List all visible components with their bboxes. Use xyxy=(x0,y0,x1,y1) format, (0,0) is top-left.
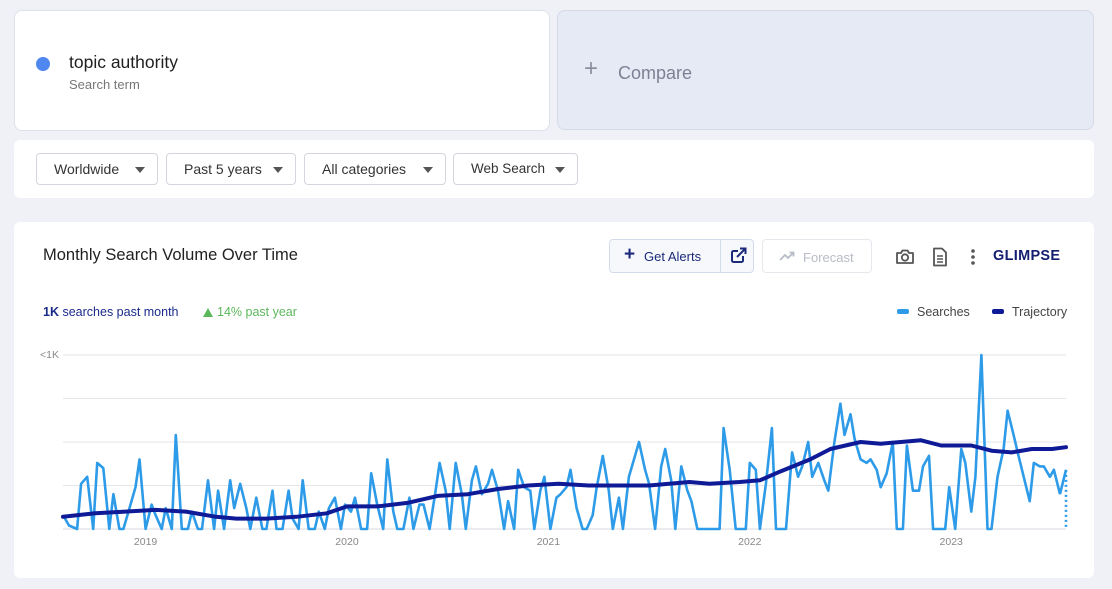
series-trajectory-line xyxy=(61,438,1068,521)
glimpse-logo: GLIMPSE xyxy=(993,248,1061,264)
x-tick-label-2019: 2019 xyxy=(134,536,158,548)
compare-label: Compare xyxy=(618,63,693,83)
external-link-icon xyxy=(731,247,747,263)
legend-trajectory: Trajectory xyxy=(992,305,1067,319)
x-tick-label-2023: 2023 xyxy=(940,536,964,548)
plus-icon: + xyxy=(624,244,636,265)
get-alerts-group: + Get Alerts xyxy=(609,239,754,273)
search-term-subtitle: Search term xyxy=(69,77,140,92)
category-dropdown[interactable]: All categories xyxy=(304,153,446,185)
y-tick-label: <1K xyxy=(40,349,59,361)
screenshot-button[interactable] xyxy=(894,246,916,268)
time-range-label: Past 5 years xyxy=(184,161,262,177)
document-icon xyxy=(933,247,947,267)
time-range-dropdown[interactable]: Past 5 years xyxy=(166,153,296,185)
x-tick-label-2020: 2020 xyxy=(335,536,359,548)
arrow-up-icon xyxy=(203,308,213,317)
legend-swatch-searches xyxy=(897,309,909,314)
search-volume-chart: <1K 2019 2020 2021 2022 2023 xyxy=(40,349,1068,548)
filters-bar: Worldwide Past 5 years All categories We… xyxy=(14,140,1094,198)
chart-card: Monthly Search Volume Over Time + Get Al… xyxy=(14,222,1094,578)
monthly-volume-stat: 1K searches past month xyxy=(43,305,179,319)
term-color-dot xyxy=(36,57,50,71)
forecast-button[interactable]: Forecast xyxy=(762,239,872,273)
camera-icon xyxy=(896,249,914,264)
x-tick-label-2022: 2022 xyxy=(738,536,762,548)
volume-label: searches past month xyxy=(62,305,179,319)
plus-icon: + xyxy=(584,55,599,82)
series-searches-last-segment xyxy=(1058,469,1068,495)
legend-swatch-trajectory xyxy=(992,309,1004,314)
search-term-card[interactable]: topic authority Search term xyxy=(14,10,550,131)
export-csv-button[interactable] xyxy=(929,246,951,268)
forecast-label: Forecast xyxy=(803,250,854,265)
region-label: Worldwide xyxy=(54,161,120,177)
growth-label: 14% past year xyxy=(217,305,297,319)
chevron-down-icon xyxy=(555,167,565,173)
compare-button[interactable]: + Compare xyxy=(557,10,1094,130)
region-dropdown[interactable]: Worldwide xyxy=(36,153,158,185)
category-label: All categories xyxy=(322,161,407,177)
x-tick-label-2021: 2021 xyxy=(537,536,561,548)
chevron-down-icon xyxy=(423,167,433,173)
chevron-down-icon xyxy=(273,167,283,173)
get-alerts-button[interactable]: + Get Alerts xyxy=(610,240,720,272)
chevron-down-icon xyxy=(135,167,145,173)
legend-searches: Searches xyxy=(897,305,970,319)
chart-title: Monthly Search Volume Over Time xyxy=(43,246,298,264)
get-alerts-label: Get Alerts xyxy=(644,249,702,264)
open-external-button[interactable] xyxy=(720,240,754,272)
yearly-growth-stat: 14% past year xyxy=(203,305,297,319)
more-vertical-icon xyxy=(971,249,975,265)
search-source-dropdown[interactable]: Web Search xyxy=(453,153,578,185)
search-source-label: Web Search xyxy=(471,161,546,176)
search-term: topic authority xyxy=(69,52,178,72)
legend-label-searches: Searches xyxy=(917,305,970,319)
legend-label-trajectory: Trajectory xyxy=(1012,305,1068,319)
volume-value: 1K xyxy=(43,305,59,319)
more-options-button[interactable] xyxy=(962,246,984,268)
series-searches-line xyxy=(61,353,1062,531)
trend-up-icon xyxy=(779,251,795,261)
